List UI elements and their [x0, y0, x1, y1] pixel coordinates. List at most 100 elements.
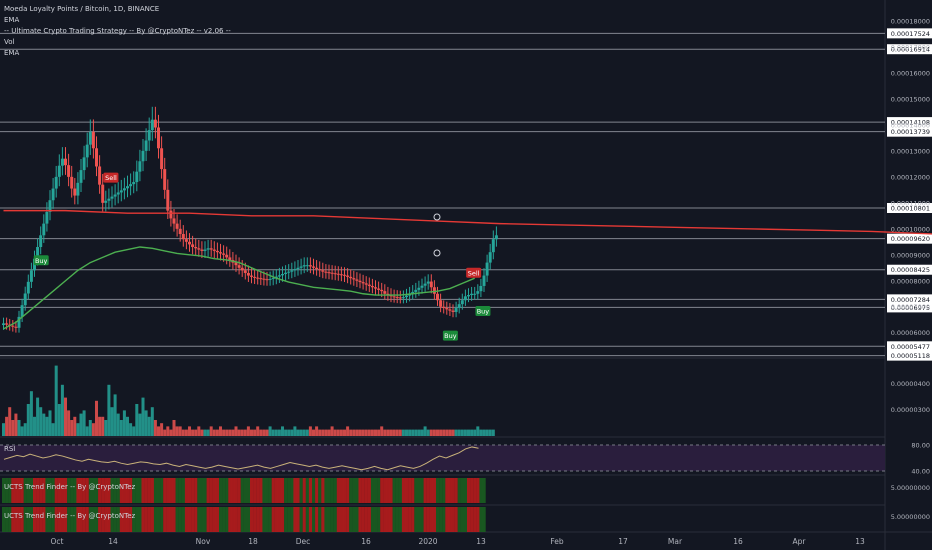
- rsi-band: [0, 445, 885, 471]
- trend-finder-stripe: [256, 507, 260, 532]
- volume-bar: [197, 426, 201, 436]
- trend-finder-stripe: [305, 507, 309, 532]
- trend-finder-stripe: [445, 478, 449, 503]
- trend-finder-stripe: [54, 478, 58, 503]
- indicator-label-ucts[interactable]: -- Ultimate Crypto Trading Strategy -- B…: [4, 27, 231, 35]
- candle-body: [476, 291, 480, 294]
- trend-finder-stripe: [290, 478, 294, 503]
- volume-bar: [160, 423, 164, 436]
- candle-body: [293, 269, 297, 271]
- rsi-pane-label[interactable]: RSI: [4, 445, 16, 453]
- candle-body: [312, 266, 315, 268]
- trend-finder-stripe: [51, 507, 55, 532]
- trend-finder-stripe: [79, 478, 83, 503]
- symbol-title[interactable]: Moeda Loyalty Points / Bitcoin, 1D, BINA…: [4, 5, 160, 13]
- candle-body: [88, 131, 92, 145]
- candle-body: [426, 281, 430, 284]
- level-label-bg: [887, 28, 932, 39]
- trend-finder-stripe: [228, 478, 232, 503]
- candle-body: [122, 188, 126, 191]
- candle-body: [209, 248, 213, 250]
- trend-finder-stripe: [442, 478, 446, 503]
- trend-finder-stripe: [20, 478, 24, 503]
- trend-finder-stripe: [60, 478, 65, 503]
- trend-finder-stripe: [423, 507, 427, 532]
- volume-bar: [147, 416, 151, 436]
- chart-legend: Moeda Loyalty Points / Bitcoin, 1D, BINA…: [4, 4, 231, 59]
- trend-finder-stripe: [237, 507, 241, 532]
- candle-body: [166, 189, 170, 211]
- trend-finder-stripe: [405, 478, 409, 503]
- trend-finder-stripe: [271, 478, 275, 503]
- level-label: 0.00010801: [891, 205, 930, 213]
- trend-finder-stripe: [355, 507, 359, 532]
- trend-finder-stripe: [386, 478, 390, 503]
- trend-finder-stripe: [262, 478, 266, 503]
- volume-bar: [191, 429, 195, 436]
- candle-body: [256, 277, 260, 279]
- trend-finder-stripe: [411, 507, 415, 532]
- buy-signal-label: Buy: [477, 307, 490, 315]
- volume-bar: [135, 404, 139, 436]
- candle-body: [448, 309, 452, 311]
- indicator-label-ema[interactable]: EMA: [4, 16, 20, 24]
- trend-finder-stripe: [60, 507, 65, 532]
- trend-finder-stripe: [473, 478, 477, 503]
- volume-bar: [460, 429, 464, 436]
- trend-finder-stripe: [243, 478, 247, 503]
- candle-body: [339, 274, 343, 276]
- volume-bar: [277, 429, 281, 436]
- candle-body: [287, 271, 291, 273]
- volume-bar: [426, 429, 430, 436]
- trend-finder-stripe: [312, 507, 316, 532]
- indicator-label-vol[interactable]: Vol: [4, 38, 15, 46]
- trend-finder-stripe: [333, 478, 337, 503]
- level-label-bg: [887, 233, 932, 244]
- trend-finder-stripe: [240, 507, 244, 532]
- trend-finder-stripe: [479, 507, 483, 532]
- trend-finder-label-2[interactable]: UCTS Trend Finder -- By @CryptoNTez: [4, 512, 136, 520]
- trend-finder-stripe: [426, 478, 430, 503]
- trend-finder-stripe: [17, 507, 21, 532]
- candle-body: [488, 252, 492, 263]
- trend-finder-stripe: [250, 507, 254, 532]
- candle-body: [29, 270, 33, 282]
- volume-bar: [150, 407, 154, 436]
- volume-y-tick: 0.00000300: [891, 406, 930, 414]
- volume-bar: [457, 429, 461, 436]
- trend-finder-stripe: [246, 507, 251, 532]
- trend-finder-stripe: [374, 507, 378, 532]
- trend-finder-label-1[interactable]: UCTS Trend Finder -- By @CryptoNTez: [4, 483, 136, 491]
- candle-body: [175, 223, 179, 229]
- trend-finder-stripe: [200, 478, 204, 503]
- trend-finder-stripe: [426, 507, 430, 532]
- y-tick-label: 0.00018000: [891, 17, 930, 25]
- trend-finder-stripe: [231, 507, 235, 532]
- trend-finder-stripe: [67, 478, 71, 503]
- rsi-line: [3, 446, 479, 471]
- trend-finder-stripe: [315, 507, 319, 532]
- trend-finder-stripe: [184, 507, 189, 532]
- trend-finder-stripe: [222, 507, 226, 532]
- volume-bar: [225, 429, 229, 436]
- candle-body: [423, 283, 427, 286]
- volume-bar: [33, 416, 36, 436]
- trend-finder-stripe: [274, 507, 278, 532]
- candle-body: [212, 249, 216, 251]
- x-tick-label: 14: [108, 537, 118, 546]
- trend-finder-stripe: [57, 507, 61, 532]
- trend-finder-stripe: [23, 478, 27, 503]
- indicator-label-ema-2[interactable]: EMA: [4, 49, 20, 57]
- trend-finder-stripe: [336, 478, 340, 503]
- trend-finder-stripe: [302, 507, 306, 532]
- y-tick-label: 0.00008000: [891, 277, 930, 285]
- y-tick-label: 0.00017000: [891, 43, 930, 51]
- trend-finder-stripe: [132, 507, 136, 532]
- sell-signal-marker: [466, 267, 482, 278]
- candle-body: [160, 148, 164, 170]
- volume-bar: [48, 410, 52, 436]
- y-tick-label: 0.00009000: [891, 251, 930, 259]
- trend-finder-stripe: [29, 478, 34, 503]
- candle-body: [79, 170, 83, 183]
